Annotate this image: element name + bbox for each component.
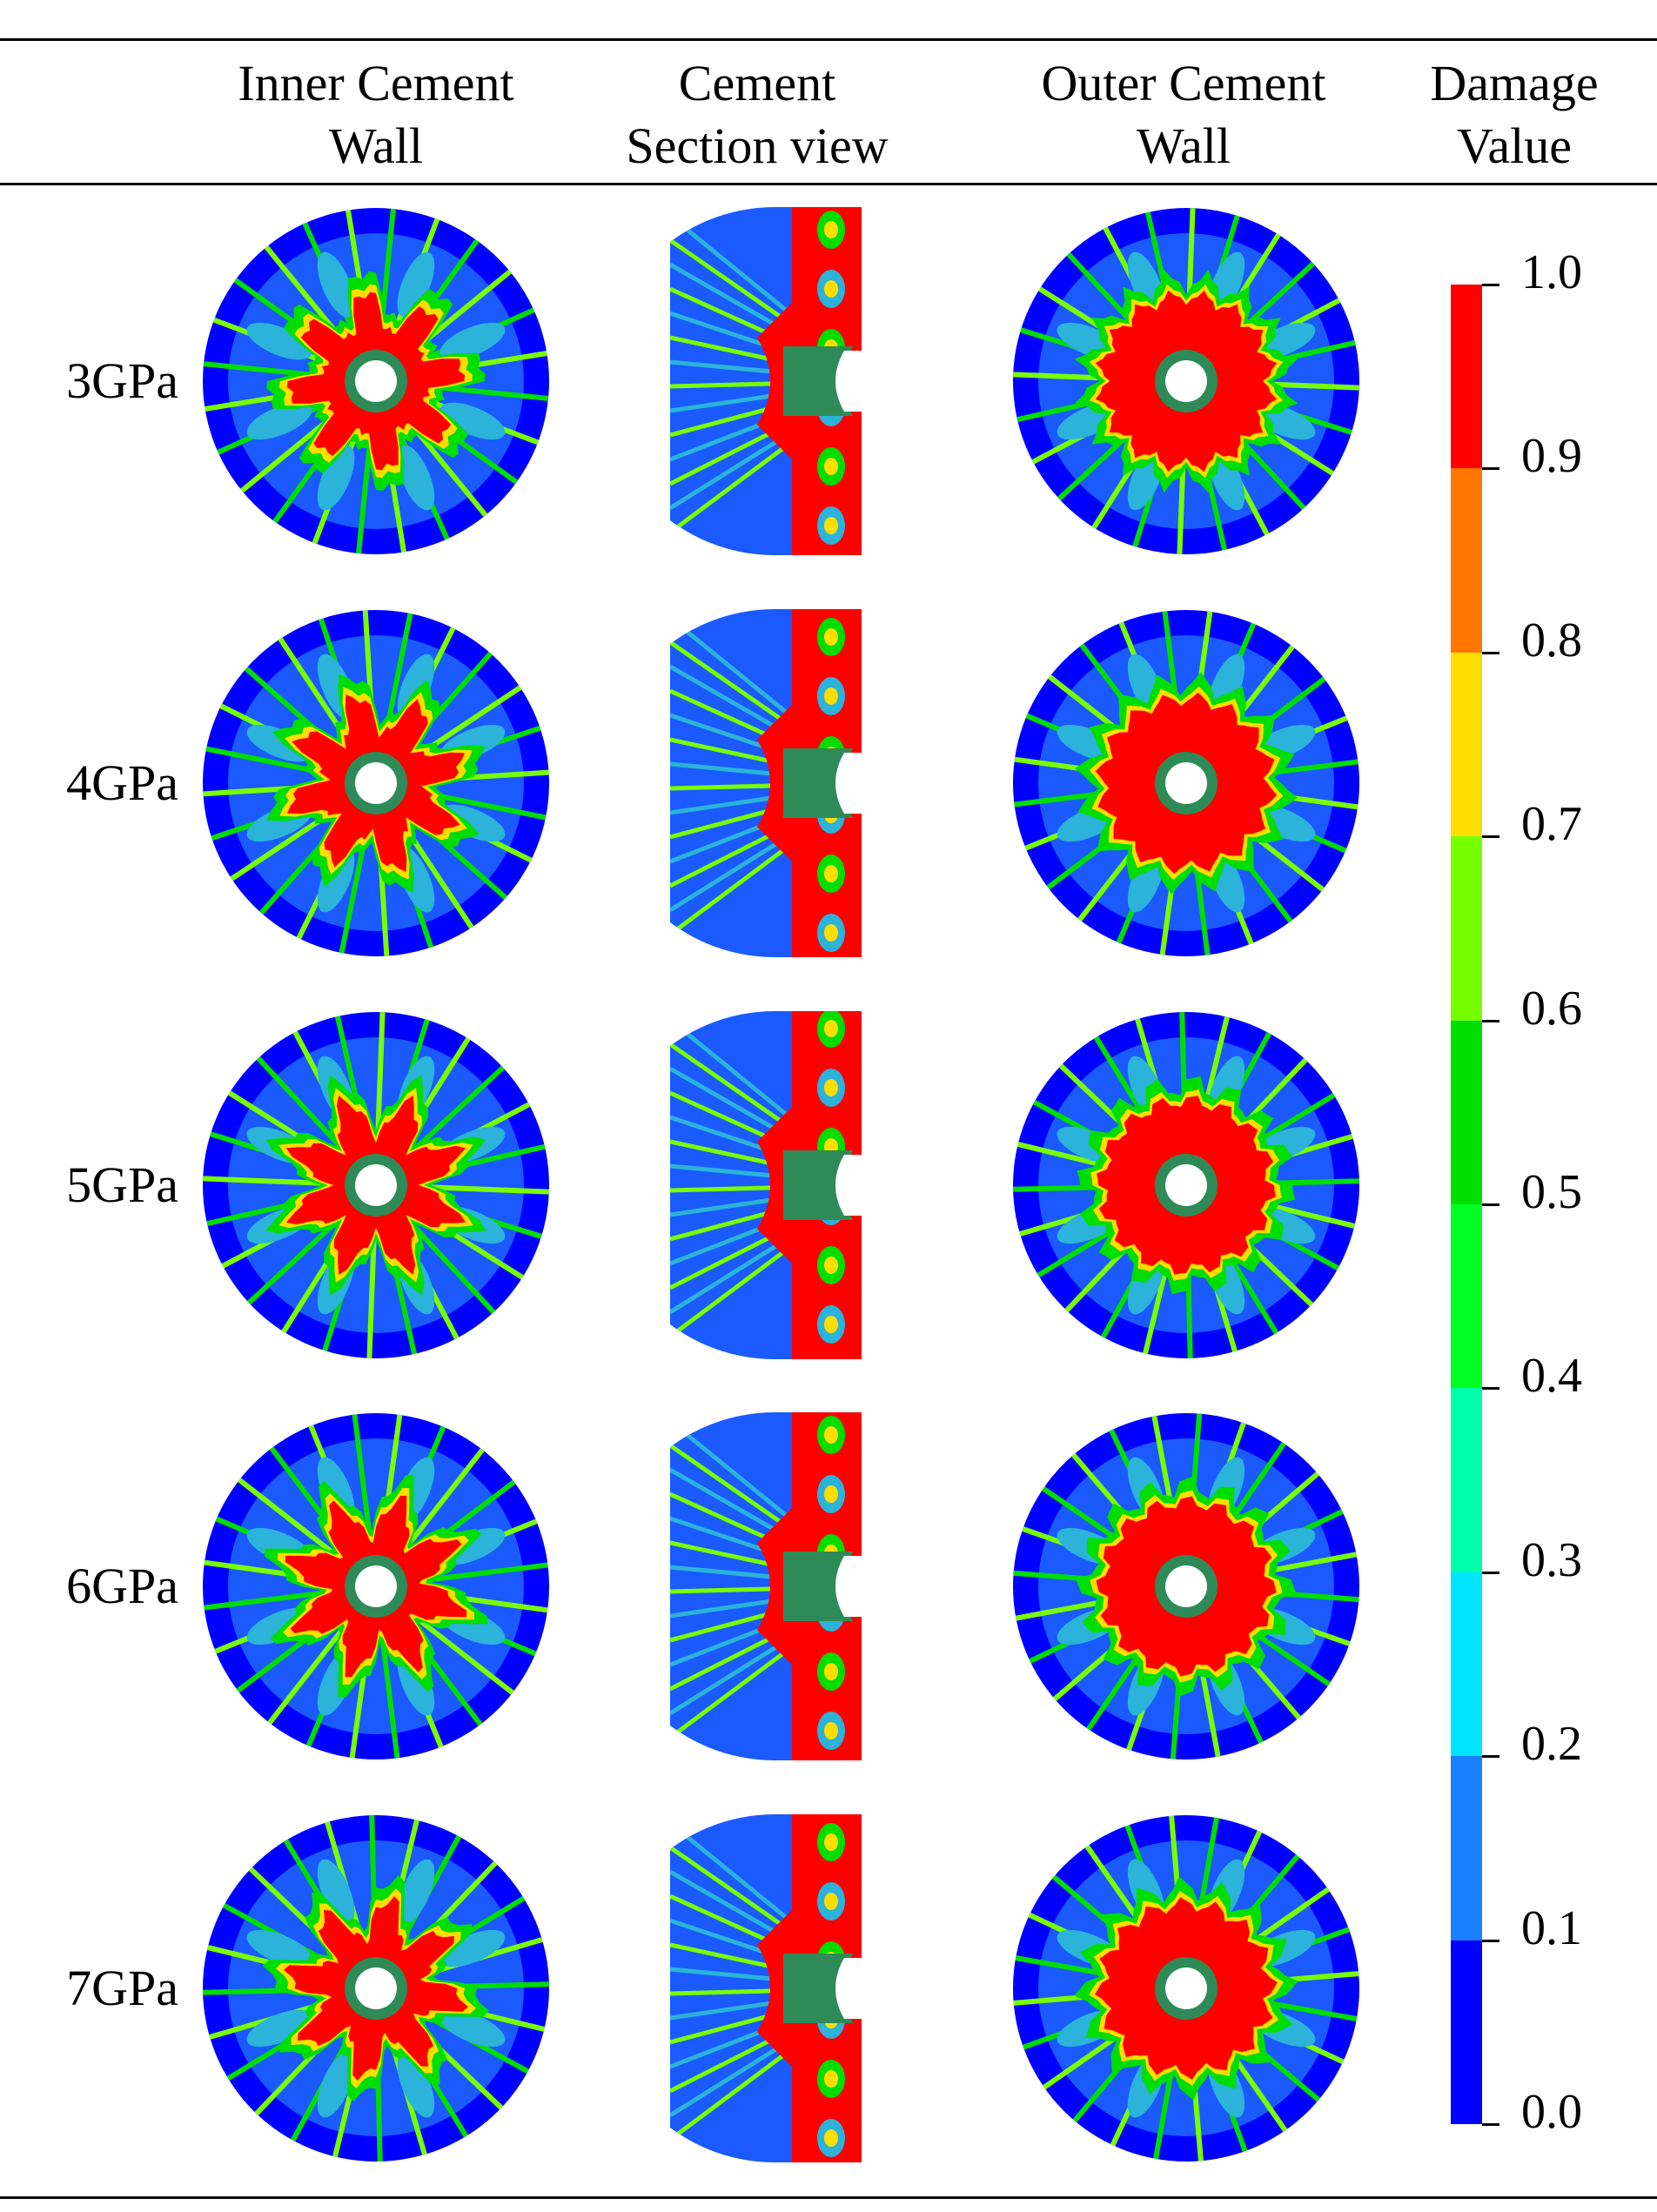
- colorbar-tick: [1482, 284, 1499, 286]
- header-damage-value: Damage Value: [1410, 52, 1619, 178]
- inner-cement-wall-plot: [203, 208, 549, 554]
- colorbar-tick: [1482, 1755, 1499, 1759]
- outer-cement-wall-plot: [1013, 208, 1359, 554]
- header-rule: [0, 183, 1657, 185]
- header-line1: Inner Cement: [238, 55, 514, 111]
- outer-cement-wall-plot: [1013, 1815, 1359, 2162]
- cement-section-view-plot: [670, 1412, 862, 1760]
- outer-cement-wall-plot: [1013, 1012, 1359, 1358]
- cement-section-view-plot: [670, 609, 862, 957]
- outer-cement-wall-plot: [1013, 1413, 1359, 1760]
- inner-cement-wall-plot: [203, 1012, 549, 1358]
- colorbar-tick: [1482, 467, 1499, 471]
- colorbar-tick-label: 0.5: [1521, 1165, 1582, 1219]
- damage-colorbar: [1451, 285, 1482, 2124]
- cement-section-view-plot: [670, 207, 862, 555]
- colorbar-band: [1451, 836, 1482, 1021]
- header-line1: Cement: [678, 55, 836, 111]
- header-line2: Wall: [1136, 117, 1231, 174]
- header-line2: Section view: [626, 117, 889, 174]
- row-label: 4GPa: [66, 754, 178, 811]
- header-inner-cement-wall: Inner Cement Wall: [202, 52, 550, 178]
- colorbar-tick: [1482, 651, 1499, 654]
- colorbar-tick-label: 0.6: [1521, 981, 1582, 1036]
- row-label: 7GPa: [66, 1960, 178, 2016]
- colorbar-tick-label: 0.9: [1521, 429, 1582, 484]
- header-cement-section-view: Cement Section view: [592, 52, 922, 178]
- colorbar-band: [1451, 652, 1482, 837]
- colorbar-tick: [1482, 1939, 1499, 1942]
- colorbar-tick: [1482, 1571, 1499, 1574]
- colorbar-tick-label: 0.0: [1521, 2085, 1582, 2139]
- colorbar-band: [1451, 1940, 1482, 2124]
- row-label: 3GPa: [66, 352, 178, 409]
- cement-section-view-plot: [670, 1814, 862, 2162]
- header-line1: Damage: [1430, 55, 1599, 111]
- header-outer-cement-wall: Outer Cement Wall: [1001, 52, 1366, 178]
- colorbar-tick: [1482, 2123, 1499, 2126]
- top-rule: [0, 38, 1657, 41]
- colorbar-band: [1451, 1203, 1482, 1389]
- colorbar-band: [1451, 468, 1482, 653]
- colorbar-tick-label: 0.1: [1521, 1900, 1582, 1955]
- colorbar-band: [1451, 285, 1482, 469]
- bottom-rule: [0, 2196, 1657, 2199]
- colorbar-tick: [1482, 1019, 1499, 1022]
- inner-cement-wall-plot: [203, 1413, 549, 1760]
- outer-cement-wall-plot: [1013, 610, 1359, 956]
- row-label: 5GPa: [66, 1156, 178, 1213]
- colorbar-tick: [1482, 1203, 1499, 1206]
- colorbar-tick-label: 0.7: [1521, 797, 1582, 852]
- colorbar-band: [1451, 1756, 1482, 1941]
- colorbar-band: [1451, 1020, 1482, 1204]
- colorbar-tick-label: 1.0: [1521, 245, 1582, 299]
- colorbar-tick: [1482, 1387, 1499, 1391]
- header-line1: Outer Cement: [1041, 55, 1326, 111]
- colorbar-band: [1451, 1388, 1482, 1572]
- colorbar-tick: [1482, 835, 1499, 839]
- cement-section-view-plot: [670, 1011, 862, 1359]
- inner-cement-wall-plot: [203, 610, 549, 956]
- colorbar-tick-label: 0.2: [1521, 1717, 1582, 1772]
- header-line2: Wall: [328, 117, 424, 174]
- inner-cement-wall-plot: [203, 1815, 549, 2162]
- colorbar-tick-label: 0.4: [1521, 1349, 1582, 1404]
- colorbar-tick-label: 0.3: [1521, 1532, 1582, 1587]
- colorbar-tick-label: 0.8: [1521, 613, 1582, 667]
- row-label: 6GPa: [66, 1558, 178, 1614]
- colorbar-band: [1451, 1572, 1482, 1757]
- header-line2: Value: [1456, 117, 1573, 174]
